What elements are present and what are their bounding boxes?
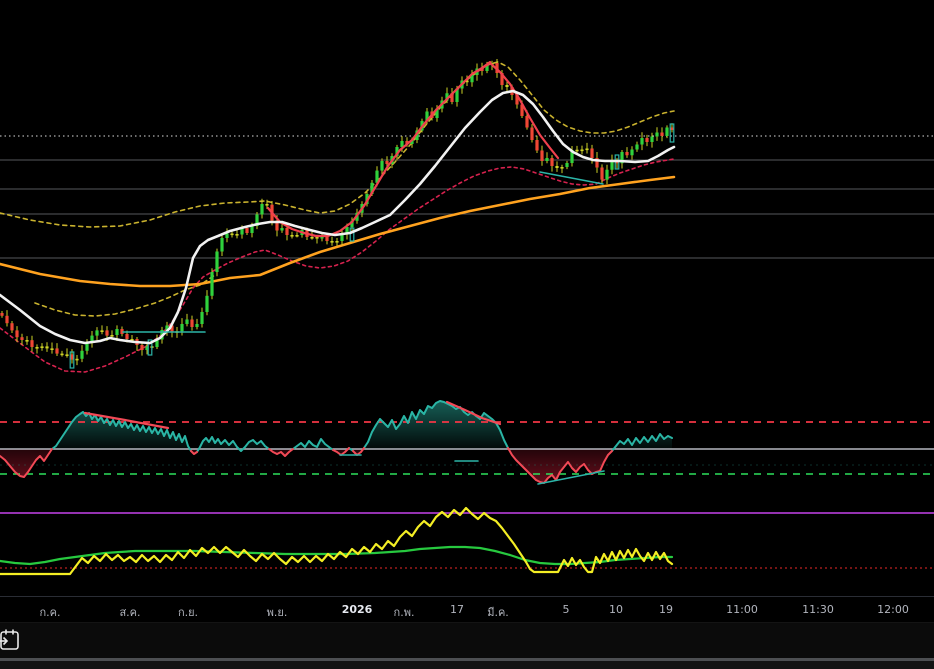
red-trend-line-b [476, 61, 560, 160]
candles-series [0, 59, 674, 366]
x-axis-label: 10 [609, 603, 623, 616]
x-axis-label: ส.ค. [119, 606, 141, 619]
x-axis-label: 19 [659, 603, 673, 616]
osc-teal-trendline[interactable] [537, 470, 605, 485]
oscillator-pane[interactable] [0, 400, 934, 485]
momentum-pane[interactable] [0, 506, 934, 576]
momentum-fast-line [0, 506, 674, 576]
x-axis-label: 5 [562, 603, 570, 616]
x-axis-label: 11:00 [726, 603, 758, 616]
white-ma-line [0, 89, 676, 345]
teal-trendline[interactable] [539, 171, 604, 185]
teal-hollow-candle [147, 339, 153, 356]
panel-separator[interactable] [0, 658, 934, 661]
price-pane[interactable] [0, 59, 934, 373]
x-axis-label: มี.ค. [487, 606, 509, 619]
bottom-toolbar [0, 622, 934, 659]
footer-strip [0, 661, 934, 669]
red-trend-line-a [266, 60, 492, 238]
time-axis[interactable]: ก.ค. ส.ค. ก.ย. พ.ย. 2026 ก.พ. 17 มี.ค. 5 10 19 11:0… [0, 596, 934, 622]
x-axis-label: 12:00 [877, 603, 909, 616]
teal-hollow-candle [69, 351, 75, 369]
x-axis-label: ก.พ. [393, 606, 415, 619]
x-axis-label: ก.ค. [39, 606, 61, 619]
osc-red-cap-line [83, 411, 170, 430]
osc-red-cap-line [445, 400, 502, 426]
lower-yellow-band-line [34, 274, 216, 317]
x-axis-label: 17 [450, 603, 464, 616]
x-axis-label: พ.ย. [266, 606, 288, 619]
x-axis-label: 11:30 [802, 603, 834, 616]
chart-canvas[interactable] [0, 0, 934, 596]
goto-date-button[interactable] [0, 627, 24, 655]
x-axis-label: ก.ย. [177, 606, 199, 619]
orange-ma-line [0, 175, 676, 288]
osc-fill-negative [0, 449, 672, 483]
upper-band-line [0, 61, 675, 228]
x-axis-label: 2026 [341, 603, 373, 616]
osc-fill-positive [0, 401, 672, 449]
teal-hollow-candle [349, 227, 355, 242]
calendar-arrow-icon [0, 629, 19, 650]
teal-hollow-candle [669, 123, 675, 143]
